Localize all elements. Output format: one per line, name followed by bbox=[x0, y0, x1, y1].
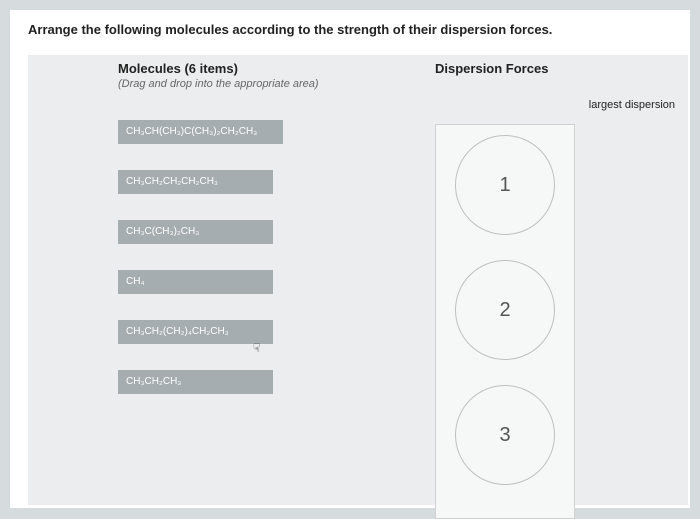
molecule-item[interactable]: CH₃CH₂CH₃ bbox=[118, 370, 273, 394]
molecule-item[interactable]: CH₃CH₂(CH₂)₄CH₂CH₃ bbox=[118, 320, 273, 344]
molecule-label: CH₃CH₂CH₃ bbox=[126, 376, 181, 387]
molecule-label: CH₄ bbox=[126, 276, 145, 287]
slot-number: 3 bbox=[499, 424, 510, 447]
molecule-label: CH₃C(CH₃)₂CH₃ bbox=[126, 226, 199, 237]
molecule-item[interactable]: CH₃CH(CH₃)C(CH₃)₂CH₂CH₃ bbox=[118, 120, 283, 144]
drop-panel: 1 2 3 bbox=[435, 124, 575, 519]
molecules-heading: Molecules (6 items) bbox=[118, 61, 388, 76]
largest-dispersion-label: largest dispersion bbox=[589, 99, 675, 111]
molecule-label: CH₃CH₂(CH₂)₄CH₂CH₃ bbox=[126, 326, 229, 337]
drop-slot[interactable]: 1 bbox=[455, 135, 555, 235]
page-container: Arrange the following molecules accordin… bbox=[10, 10, 690, 508]
molecules-subtitle: (Drag and drop into the appropriate area… bbox=[118, 78, 388, 90]
molecule-label: CH₃CH(CH₃)C(CH₃)₂CH₂CH₃ bbox=[126, 126, 257, 137]
dropzone-heading: Dispersion Forces bbox=[435, 61, 635, 76]
drop-slot[interactable]: 2 bbox=[455, 260, 555, 360]
question-title: Arrange the following molecules accordin… bbox=[28, 22, 690, 37]
content-area: Molecules (6 items) (Drag and drop into … bbox=[28, 55, 688, 505]
molecules-column: Molecules (6 items) (Drag and drop into … bbox=[118, 61, 388, 420]
molecule-item[interactable]: CH₃CH₂CH₂CH₂CH₃ bbox=[118, 170, 273, 194]
drop-slot[interactable]: 3 bbox=[455, 385, 555, 485]
dropzone-column: Dispersion Forces largest dispersion 1 2… bbox=[435, 61, 635, 519]
molecule-label: CH₃CH₂CH₂CH₂CH₃ bbox=[126, 176, 218, 187]
molecule-item[interactable]: CH₃C(CH₃)₂CH₃ bbox=[118, 220, 273, 244]
cursor-icon: ☟ bbox=[253, 341, 260, 355]
slot-number: 1 bbox=[499, 174, 510, 197]
molecule-item[interactable]: CH₄ bbox=[118, 270, 273, 294]
slot-number: 2 bbox=[499, 299, 510, 322]
